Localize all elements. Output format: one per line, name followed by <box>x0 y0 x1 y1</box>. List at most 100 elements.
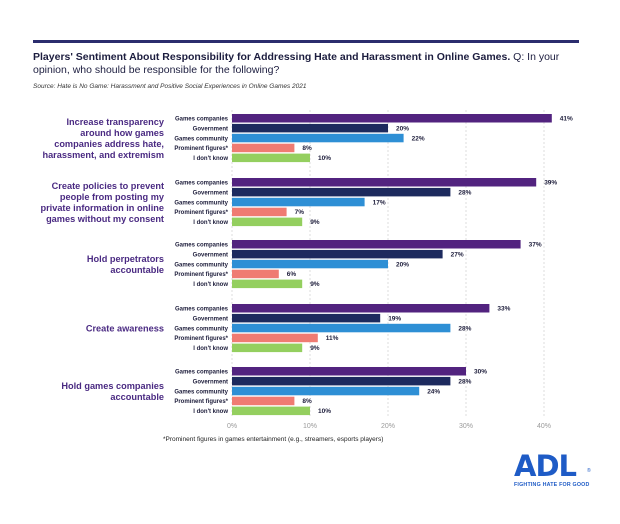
x-tick-label: 40% <box>537 423 551 430</box>
series-label: I don't know <box>193 220 228 226</box>
bar <box>232 249 443 259</box>
series-label: Games community <box>174 262 228 268</box>
series-label: Prominent figures* <box>174 399 228 405</box>
data-label: 30% <box>474 369 487 376</box>
series-label: Prominent figures* <box>174 146 228 152</box>
bar <box>232 123 388 133</box>
series-label: I don't know <box>193 409 228 415</box>
series-label: Games community <box>174 136 228 142</box>
x-tick-label: 0% <box>227 423 237 430</box>
data-label: 9% <box>310 281 320 288</box>
series-label: Government <box>193 379 228 385</box>
bar <box>232 187 451 197</box>
series-label: Games community <box>174 326 228 332</box>
data-label: 28% <box>458 189 471 196</box>
data-label: 10% <box>318 155 331 162</box>
series-label: Games companies <box>175 243 229 249</box>
data-label: 19% <box>388 315 401 322</box>
series-label: Prominent figures* <box>174 336 228 342</box>
x-tick-label: 20% <box>381 423 395 430</box>
data-label: 33% <box>497 306 510 313</box>
logo-tagline: FIGHTING HATE FOR GOOD <box>514 482 590 488</box>
group-label: harassment, and extremism <box>42 150 164 160</box>
bar <box>232 406 310 416</box>
bar <box>232 207 287 217</box>
source-note: Source: Hate is No Game: Harassment and … <box>33 83 307 90</box>
series-label: Games companies <box>175 117 229 123</box>
logo-wordmark: ADL <box>514 449 577 483</box>
title-bold: Players' Sentiment About Responsibility … <box>33 51 511 63</box>
chart-title: Players' Sentiment About Responsibility … <box>33 51 593 77</box>
group-label: companies address hate, <box>54 139 164 149</box>
series-label: Games companies <box>175 307 229 313</box>
footnote: *Prominent figures in games entertainmen… <box>163 436 384 443</box>
series-label: I don't know <box>193 346 228 352</box>
data-label: 17% <box>373 199 386 206</box>
data-label: 11% <box>326 335 339 342</box>
data-label: 20% <box>396 261 409 268</box>
bar <box>232 178 537 187</box>
bar <box>232 143 295 153</box>
series-label: I don't know <box>193 282 228 288</box>
group-label: Hold perpetrators <box>87 254 164 264</box>
data-label: 22% <box>412 135 425 142</box>
bar <box>232 323 451 333</box>
group-label: games without my consent <box>46 214 164 224</box>
data-label: 20% <box>396 125 409 132</box>
series-label: Government <box>193 252 228 258</box>
series-label: Games companies <box>175 370 229 376</box>
data-label: 9% <box>310 219 320 226</box>
data-label: 10% <box>318 408 331 415</box>
data-label: 9% <box>310 345 320 352</box>
bar <box>232 343 303 353</box>
group-label: Increase transparency <box>66 117 164 127</box>
data-label: 8% <box>302 398 312 405</box>
bar <box>232 114 552 123</box>
bar <box>232 313 381 323</box>
series-label: Games companies <box>175 181 229 187</box>
group-label: Create policies to prevent <box>52 181 164 191</box>
series-label: Prominent figures* <box>174 272 228 278</box>
group-label: people from posting my <box>60 192 165 202</box>
bar <box>232 396 295 406</box>
data-label: 8% <box>302 145 312 152</box>
bar <box>232 217 303 227</box>
x-tick-label: 30% <box>459 423 473 430</box>
bar <box>232 153 310 163</box>
group-label: accountable <box>110 265 164 275</box>
bar <box>232 386 420 396</box>
series-label: I don't know <box>193 156 228 162</box>
x-tick-label: 10% <box>303 423 317 430</box>
registered-mark: ® <box>587 468 591 474</box>
data-label: 24% <box>427 388 440 395</box>
series-label: Games community <box>174 389 228 395</box>
data-label: 6% <box>287 271 297 278</box>
data-label: 41% <box>560 116 573 123</box>
data-label: 7% <box>295 209 305 216</box>
bar <box>232 197 365 207</box>
data-label: 37% <box>529 242 542 249</box>
data-label: 27% <box>451 251 464 258</box>
data-label: 28% <box>458 325 471 332</box>
top-rule <box>33 40 579 43</box>
bar <box>232 376 451 386</box>
data-label: 39% <box>544 180 557 187</box>
series-label: Games community <box>174 200 228 206</box>
bar <box>232 367 466 376</box>
bar <box>232 133 404 143</box>
series-label: Government <box>193 126 228 132</box>
bar <box>232 279 303 289</box>
bar <box>232 259 388 269</box>
adl-logo: ADL FIGHTING HATE FOR GOOD ® <box>514 452 592 492</box>
bar <box>232 333 318 343</box>
series-label: Prominent figures* <box>174 210 228 216</box>
group-label: private information in online <box>40 203 164 213</box>
series-label: Government <box>193 190 228 196</box>
title-question: Q: In your opinion, who should be respon… <box>33 51 560 76</box>
data-label: 28% <box>458 378 471 385</box>
group-label: accountable <box>110 392 164 402</box>
group-label: Hold games companies <box>61 381 164 391</box>
group-label: Create awareness <box>86 323 164 333</box>
series-label: Government <box>193 316 228 322</box>
bar <box>232 304 490 313</box>
